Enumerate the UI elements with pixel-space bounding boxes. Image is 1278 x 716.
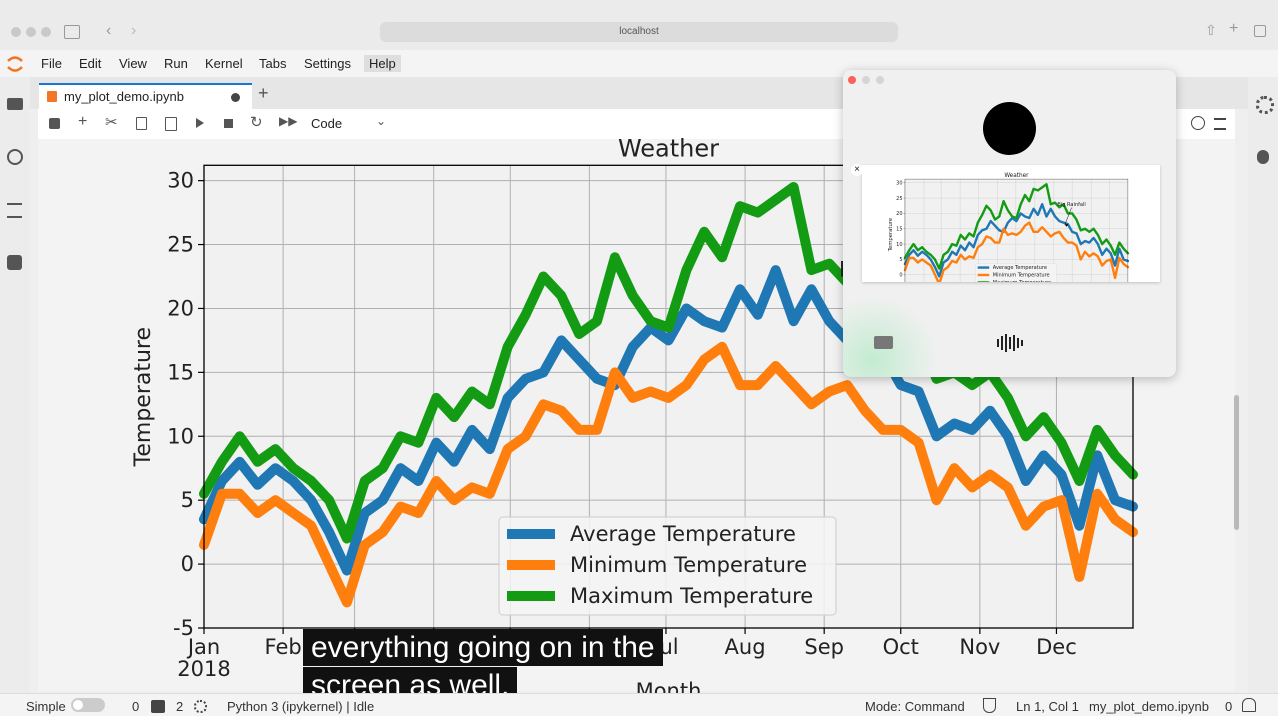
popup-min[interactable] [862,76,870,84]
sidebar-toggle[interactable] [64,25,80,39]
menu-view[interactable]: View [119,56,147,71]
kernel-menu[interactable] [1214,118,1226,130]
chart-group: -5051015202530Jan2018FebMarAprMayJunJulA… [888,173,1130,282]
window-close[interactable] [11,27,21,37]
debugger-icon[interactable] [1257,150,1269,164]
axes-frame [904,178,1129,282]
avatar [983,102,1036,155]
terminal-icon [151,700,165,713]
cell-type-select[interactable]: Code [311,116,343,131]
new-tab-button[interactable]: + [1229,20,1239,37]
notification-bell[interactable] [1242,698,1256,712]
insert-button[interactable]: + [78,113,88,130]
simple-mode-label: Simple [26,699,66,714]
y-tick-label: 5 [899,257,902,263]
legend-box [975,263,1057,282]
menu-help[interactable]: Help [364,55,401,72]
notification-count[interactable]: 0 [1225,699,1233,714]
y-tick-label: 0 [899,272,902,278]
y-tick-label: 25 [896,196,902,202]
interrupt-button[interactable] [224,119,233,128]
address-bar[interactable]: localhost [380,22,898,42]
terminal-count[interactable]: 0 [132,699,140,714]
run-all-button[interactable]: ▶▶ [279,114,298,128]
popup-close[interactable] [848,76,856,84]
screen-share-popup: -5051015202530Jan2018FebMarAprMayJunJulA… [843,70,1176,377]
new-launcher[interactable]: + [258,83,269,103]
popup-max[interactable] [876,76,884,84]
left-sidebar [0,77,30,693]
cursor-position[interactable]: Ln 1, Col 1 [1016,699,1079,714]
window-min[interactable] [26,27,36,37]
data-line [903,183,1130,270]
running-icon[interactable] [7,149,23,165]
thumbnail-chart: -5051015202530Jan2018FebMarAprMayJunJulA… [888,173,1130,282]
forward-button[interactable]: › [131,22,137,39]
glow [843,300,943,377]
y-tick-label: 30 [896,180,902,186]
audio-icon[interactable] [996,333,1024,353]
tab-title: my_plot_demo.ipynb [64,89,184,104]
url: localhost [619,26,659,37]
kernel-icon [194,700,207,713]
unsaved-dot[interactable] [231,93,240,102]
cut-button[interactable]: ✂ [105,114,118,131]
annotation-arrowhead [1064,223,1069,227]
trust-icon [983,698,996,713]
property-inspector-icon[interactable] [1256,96,1274,114]
legend-label: Minimum Temperature [993,273,1050,279]
cell-type-caret[interactable]: ⌄ [376,114,387,128]
status-file: my_plot_demo.ipynb [1089,699,1209,714]
back-button[interactable]: ‹ [106,22,112,39]
run-button[interactable] [196,118,204,128]
right-sidebar [1248,77,1278,693]
copy-button[interactable] [136,117,147,130]
y-tick-label: 20 [896,211,902,217]
scrollbar [1234,395,1239,530]
kernel-status-text[interactable]: Python 3 (ipykernel) | Idle [227,699,375,714]
y-axis-label: Temperature [888,218,894,252]
share-button[interactable]: ⇧ [1205,22,1217,38]
tabs-overview[interactable] [1254,25,1266,37]
screen-icon[interactable] [874,336,893,349]
legend-label: Average Temperature [993,265,1047,271]
data-line [903,221,1130,282]
window-max[interactable] [41,27,51,37]
file-browser-icon[interactable] [7,98,23,110]
menu-settings[interactable]: Settings [304,56,351,71]
paste-button[interactable] [165,117,177,131]
extensions-icon[interactable] [7,255,22,270]
menu-run[interactable]: Run [164,56,188,71]
toc-icon[interactable] [7,203,22,218]
data-line [903,203,1130,278]
annotation-text: Big Rainfall [1057,202,1085,208]
thumbnail[interactable]: -5051015202530Jan2018FebMarAprMayJunJulA… [862,165,1160,282]
menu-tabs[interactable]: Tabs [259,56,287,71]
notebook-tab[interactable]: my_plot_demo.ipynb [39,83,252,109]
menu-file[interactable]: File [41,56,62,71]
caption-line: everything going on in the [303,629,663,666]
menu-edit[interactable]: Edit [79,56,102,71]
chart-title: Weather [1004,173,1029,179]
kernel-status [1191,116,1205,130]
menu-kernel[interactable]: Kernel [205,56,243,71]
save-button[interactable] [49,118,60,129]
notebook-icon [47,91,57,102]
annotation-arrow [1064,207,1072,225]
restart-button[interactable]: ↻ [250,114,263,131]
browser-bar: ‹ › localhost ⇧ + [0,0,1278,50]
thumbnail-close[interactable]: × [851,164,863,176]
status-bar [0,693,1278,716]
legend-label: Maximum Temperature [993,280,1051,282]
kernel-count[interactable]: 2 [176,699,184,714]
simple-toggle[interactable] [71,698,105,712]
y-tick-label: 15 [896,226,902,232]
y-tick-label: 10 [896,242,902,248]
notebook-mode: Mode: Command [865,699,965,714]
jupyter-logo [7,56,23,72]
